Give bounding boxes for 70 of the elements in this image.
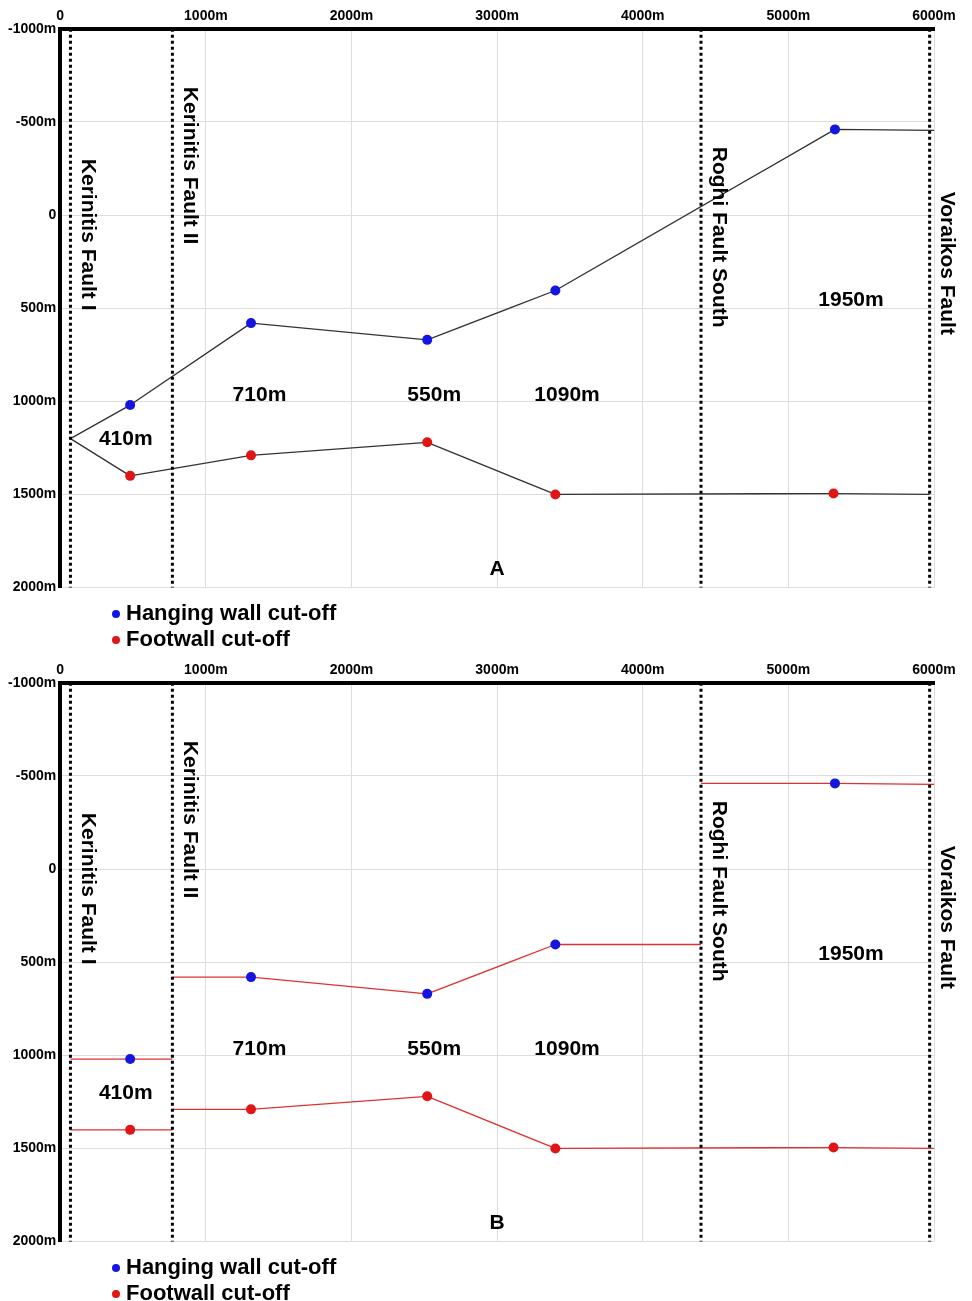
y-tick-label: 500m xyxy=(20,299,57,316)
y-tick-label: 500m xyxy=(20,953,57,970)
annotation: 1090m xyxy=(534,381,600,405)
point xyxy=(125,1054,136,1065)
point xyxy=(550,1143,561,1154)
annotation: 1950m xyxy=(818,940,884,964)
x-tick-label: 5000m xyxy=(766,7,811,24)
y-tick-label: 0 xyxy=(48,205,57,222)
y-tick-label: -500m xyxy=(15,112,57,129)
legend-label: Hanging wall cut-off xyxy=(126,1254,337,1279)
point xyxy=(246,972,257,983)
y-tick-label: 2000m xyxy=(12,578,57,595)
point xyxy=(125,1124,136,1135)
annotation: 1950m xyxy=(818,286,884,310)
x-tick-label: 6000m xyxy=(912,661,956,678)
x-tick-label: 6000m xyxy=(912,7,956,24)
legend-label: Footwall cut-off xyxy=(126,1280,290,1301)
x-tick-label: 1000m xyxy=(184,661,228,678)
y-tick-label: 2000m xyxy=(12,1232,57,1249)
ref-line-label: Kerinitis Fault I xyxy=(78,158,102,311)
point xyxy=(422,437,433,448)
ref-line-label: Kerinitis Fault I xyxy=(78,812,102,965)
x-tick-label: 2000m xyxy=(329,7,374,24)
ref-line-label: Voraikos Fault xyxy=(937,191,961,335)
y-tick-label: 1000m xyxy=(12,392,57,409)
x-tick-label: 5000m xyxy=(766,661,811,678)
annotation: 550m xyxy=(407,1035,462,1059)
x-tick-label: 3000m xyxy=(475,661,519,678)
point xyxy=(829,778,840,789)
point xyxy=(550,285,561,296)
point xyxy=(550,489,561,500)
y-tick-label: 1000m xyxy=(12,1046,57,1063)
annotation: 410m xyxy=(98,426,153,450)
point xyxy=(829,124,840,135)
x-tick-label: 4000m xyxy=(620,7,665,24)
annotation: 410m xyxy=(98,1080,153,1104)
point xyxy=(828,1142,839,1153)
y-tick-label: -500m xyxy=(15,766,57,783)
annotation: 710m xyxy=(232,1035,287,1059)
ref-line-label: Roghi Fault South xyxy=(708,800,732,982)
annotation: 550m xyxy=(407,381,462,405)
annotation: 1090m xyxy=(534,1035,600,1059)
y-tick-label: 1500m xyxy=(12,1139,57,1156)
point xyxy=(828,488,839,499)
point xyxy=(125,470,136,481)
x-tick-label: 1000m xyxy=(184,7,228,24)
point xyxy=(246,318,257,329)
x-tick-label: 3000m xyxy=(475,7,519,24)
point xyxy=(422,1091,433,1102)
ref-line-label: Kerinitis Fault II xyxy=(180,86,204,245)
legend-label: Hanging wall cut-off xyxy=(126,600,337,625)
y-tick-label: -1000m xyxy=(7,19,57,36)
point xyxy=(550,939,561,950)
point xyxy=(422,334,433,345)
legend-label: Footwall cut-off xyxy=(126,626,290,651)
point xyxy=(125,400,136,411)
annotation: 710m xyxy=(232,381,287,405)
text: B xyxy=(489,1210,505,1234)
y-tick-label: -1000m xyxy=(7,673,57,690)
point xyxy=(246,1104,257,1115)
ref-line-label: Kerinitis Fault II xyxy=(180,740,204,899)
point xyxy=(246,450,257,461)
text: A xyxy=(489,556,505,580)
ref-line-label: Voraikos Fault xyxy=(937,845,961,989)
ref-line-label: Roghi Fault South xyxy=(708,146,732,328)
x-tick-label: 4000m xyxy=(620,661,665,678)
y-tick-label: 0 xyxy=(48,859,57,876)
x-tick-label: 2000m xyxy=(329,661,374,678)
point xyxy=(422,988,433,999)
y-tick-label: 1500m xyxy=(12,485,57,502)
